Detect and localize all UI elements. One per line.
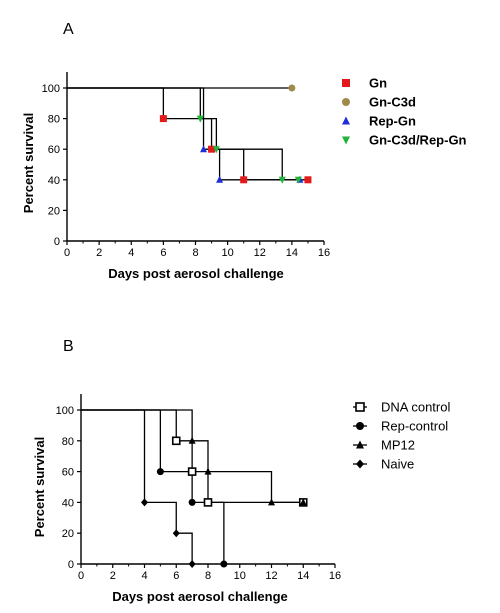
panel-b-point-mp12 [204, 467, 212, 475]
panel-b-legend-label: Rep-control [381, 419, 448, 434]
panel-a-x-tick-label: 12 [254, 247, 266, 259]
panel-b-point-mp12 [299, 498, 307, 506]
panel-a-y-tick-label: 20 [48, 205, 60, 217]
panel-a-series-line-gn-c3d-rep-gn [67, 87, 299, 181]
panel-a-x-tick-label: 0 [64, 247, 70, 259]
panel-a-point-gn-c3d-rep-gn [278, 176, 286, 184]
panel-a-x-tick-label: 8 [192, 247, 198, 259]
panel-a-y-tick-label: 60 [48, 144, 60, 156]
panel-b-y-tick-label: 20 [62, 528, 74, 540]
panel-a-y-tick-label: 100 [42, 83, 60, 95]
panel-a-point-rep-gn [200, 145, 208, 153]
panel-b-series-line-rep-control [81, 409, 225, 564]
panel-a-point-gn-c3d-rep-gn [294, 176, 302, 184]
panel-a-x-tick-label: 6 [160, 247, 166, 259]
panel-a-legend-marker-gn [342, 79, 350, 87]
panel-a-x-tick-label: 2 [96, 247, 102, 259]
panel-a-series-line-rep-gn [67, 87, 300, 181]
panel-b-legend-marker-mp12 [356, 440, 364, 449]
panel-b-y-tick-label: 40 [62, 497, 74, 509]
panel-a-x-tick-label: 10 [222, 247, 234, 259]
panel-b-point-naive [188, 560, 196, 568]
panel-b-x-tick-label: 6 [173, 570, 179, 582]
panel-a-plot: 0 2 4 6 8 10 12 14 16 0 20 40 60 80 100 [42, 72, 330, 259]
panel-a-x-axis-title: Days post aerosol challenge [108, 266, 284, 281]
panel-b-legend-label: MP12 [381, 438, 415, 453]
panel-a-legend-label: Gn [369, 76, 387, 91]
panel-b-legend: DNA control Rep-control MP12 Naive [353, 400, 450, 472]
panel-b-series-line-dna-control [81, 409, 304, 504]
panel-b-x-tick-label: 8 [205, 570, 211, 582]
panel-b-legend-label: DNA control [381, 400, 450, 415]
panel-b-y-axis-title: Percent survival [32, 437, 47, 537]
panel-b-x-axis-title: Days post aerosol challenge [112, 589, 288, 604]
panel-a-y-tick-label: 80 [48, 114, 60, 126]
panel-b-legend-marker-dna-control [355, 402, 365, 412]
panel-b-point-dna-control [203, 498, 213, 507]
panel-a-point-gn [208, 145, 216, 153]
panel-a-x-tick-label: 16 [318, 247, 330, 259]
panel-a-legend-label: Gn-C3d/Rep-Gn [369, 133, 467, 148]
panel-b-y-tick-label: 60 [62, 467, 74, 479]
panel-a-point-gn [304, 176, 312, 184]
panel-a-legend-marker-gn-c3d-rep-gn [342, 136, 350, 145]
panel-b-point-rep-control [188, 498, 196, 506]
panel-b-legend-item-mp12: MP12 [353, 438, 415, 453]
panel-b-x-tick-label: 2 [110, 570, 116, 582]
panel-b-plot: 0 2 4 6 8 10 12 14 16 0 20 40 60 80 100 [56, 394, 341, 582]
panel-b-point-rep-control [156, 468, 164, 476]
panel-b-legend-label: Naive [381, 457, 414, 472]
panel-a-x-tick-label: 14 [286, 247, 298, 259]
panel-b-y-tick-label: 100 [56, 405, 74, 417]
panel-a-point-rep-gn [216, 175, 224, 183]
panel-b-x-tick-label: 10 [234, 570, 246, 582]
panel-b-x-tick-label: 0 [78, 570, 84, 582]
panel-b-letter: B [63, 338, 74, 355]
panel-a-point-gn [159, 115, 167, 123]
panel-a-point-gn-c3d-rep-gn [196, 115, 204, 123]
panel-a: A 0 2 4 6 8 10 12 14 16 0 20 40 60 80 100 Days post ae… [21, 21, 467, 281]
panel-b-point-dna-control [187, 467, 197, 476]
panel-a-y-tick-label: 40 [48, 175, 60, 187]
panel-b-point-mp12 [188, 436, 196, 444]
panel-b-y-tick-label: 0 [68, 559, 74, 571]
panel-a-point-gn [240, 176, 248, 184]
panel-b-point-mp12 [268, 498, 275, 506]
panel-a-legend-marker-rep-gn [342, 116, 350, 125]
panel-a-series-line-gn [67, 87, 308, 181]
panel-b-legend-marker-naive [356, 459, 364, 469]
panel-b-legend-item-rep-control: Rep-control [353, 419, 448, 434]
panel-b-series-line-naive [81, 409, 193, 564]
panel-b-legend-marker-rep-control [356, 422, 364, 430]
panel-b-point-naive [141, 498, 148, 507]
panel-a-legend-marker-gn-c3d [342, 98, 350, 106]
panel-a-legend-item-gn-c3d: Gn-C3d [342, 95, 416, 110]
panel-b-x-tick-label: 16 [329, 570, 341, 582]
panel-b: B 0 2 4 6 8 10 12 14 16 0 20 40 60 80 100 Days post ae… [32, 338, 450, 604]
panel-b-x-tick-label: 14 [297, 570, 309, 582]
panel-a-legend: Gn Gn-C3d Rep-Gn Gn-C3d/Rep-Gn [342, 76, 467, 148]
panel-a-point-gn-c3d [288, 84, 296, 92]
panel-a-legend-label: Gn-C3d [369, 95, 416, 110]
panel-a-point-gn-c3d-rep-gn [212, 146, 220, 154]
panel-a-legend-item-rep-gn: Rep-Gn [342, 114, 416, 129]
panel-a-legend-label: Rep-Gn [369, 114, 416, 129]
panel-b-point-rep-control [220, 560, 228, 568]
panel-b-x-tick-label: 4 [141, 570, 147, 582]
panel-a-legend-item-gn: Gn [342, 76, 387, 91]
panel-a-y-tick-label: 0 [54, 236, 60, 248]
panel-b-series-line-mp12 [81, 409, 304, 504]
panel-a-y-axis-title: Percent survival [21, 113, 36, 213]
panel-b-x-tick-label: 12 [265, 570, 277, 582]
panel-a-letter: A [63, 21, 74, 38]
panel-b-point-dna-control [171, 436, 181, 446]
panel-a-x-tick-label: 4 [128, 247, 134, 259]
panel-a-legend-item-gn-c3d-rep-gn: Gn-C3d/Rep-Gn [342, 133, 467, 148]
panel-b-y-tick-label: 80 [62, 436, 74, 448]
panel-b-legend-item-dna-control: DNA control [353, 400, 450, 415]
panel-b-point-naive [172, 529, 180, 538]
panel-b-legend-item-naive: Naive [353, 457, 414, 472]
